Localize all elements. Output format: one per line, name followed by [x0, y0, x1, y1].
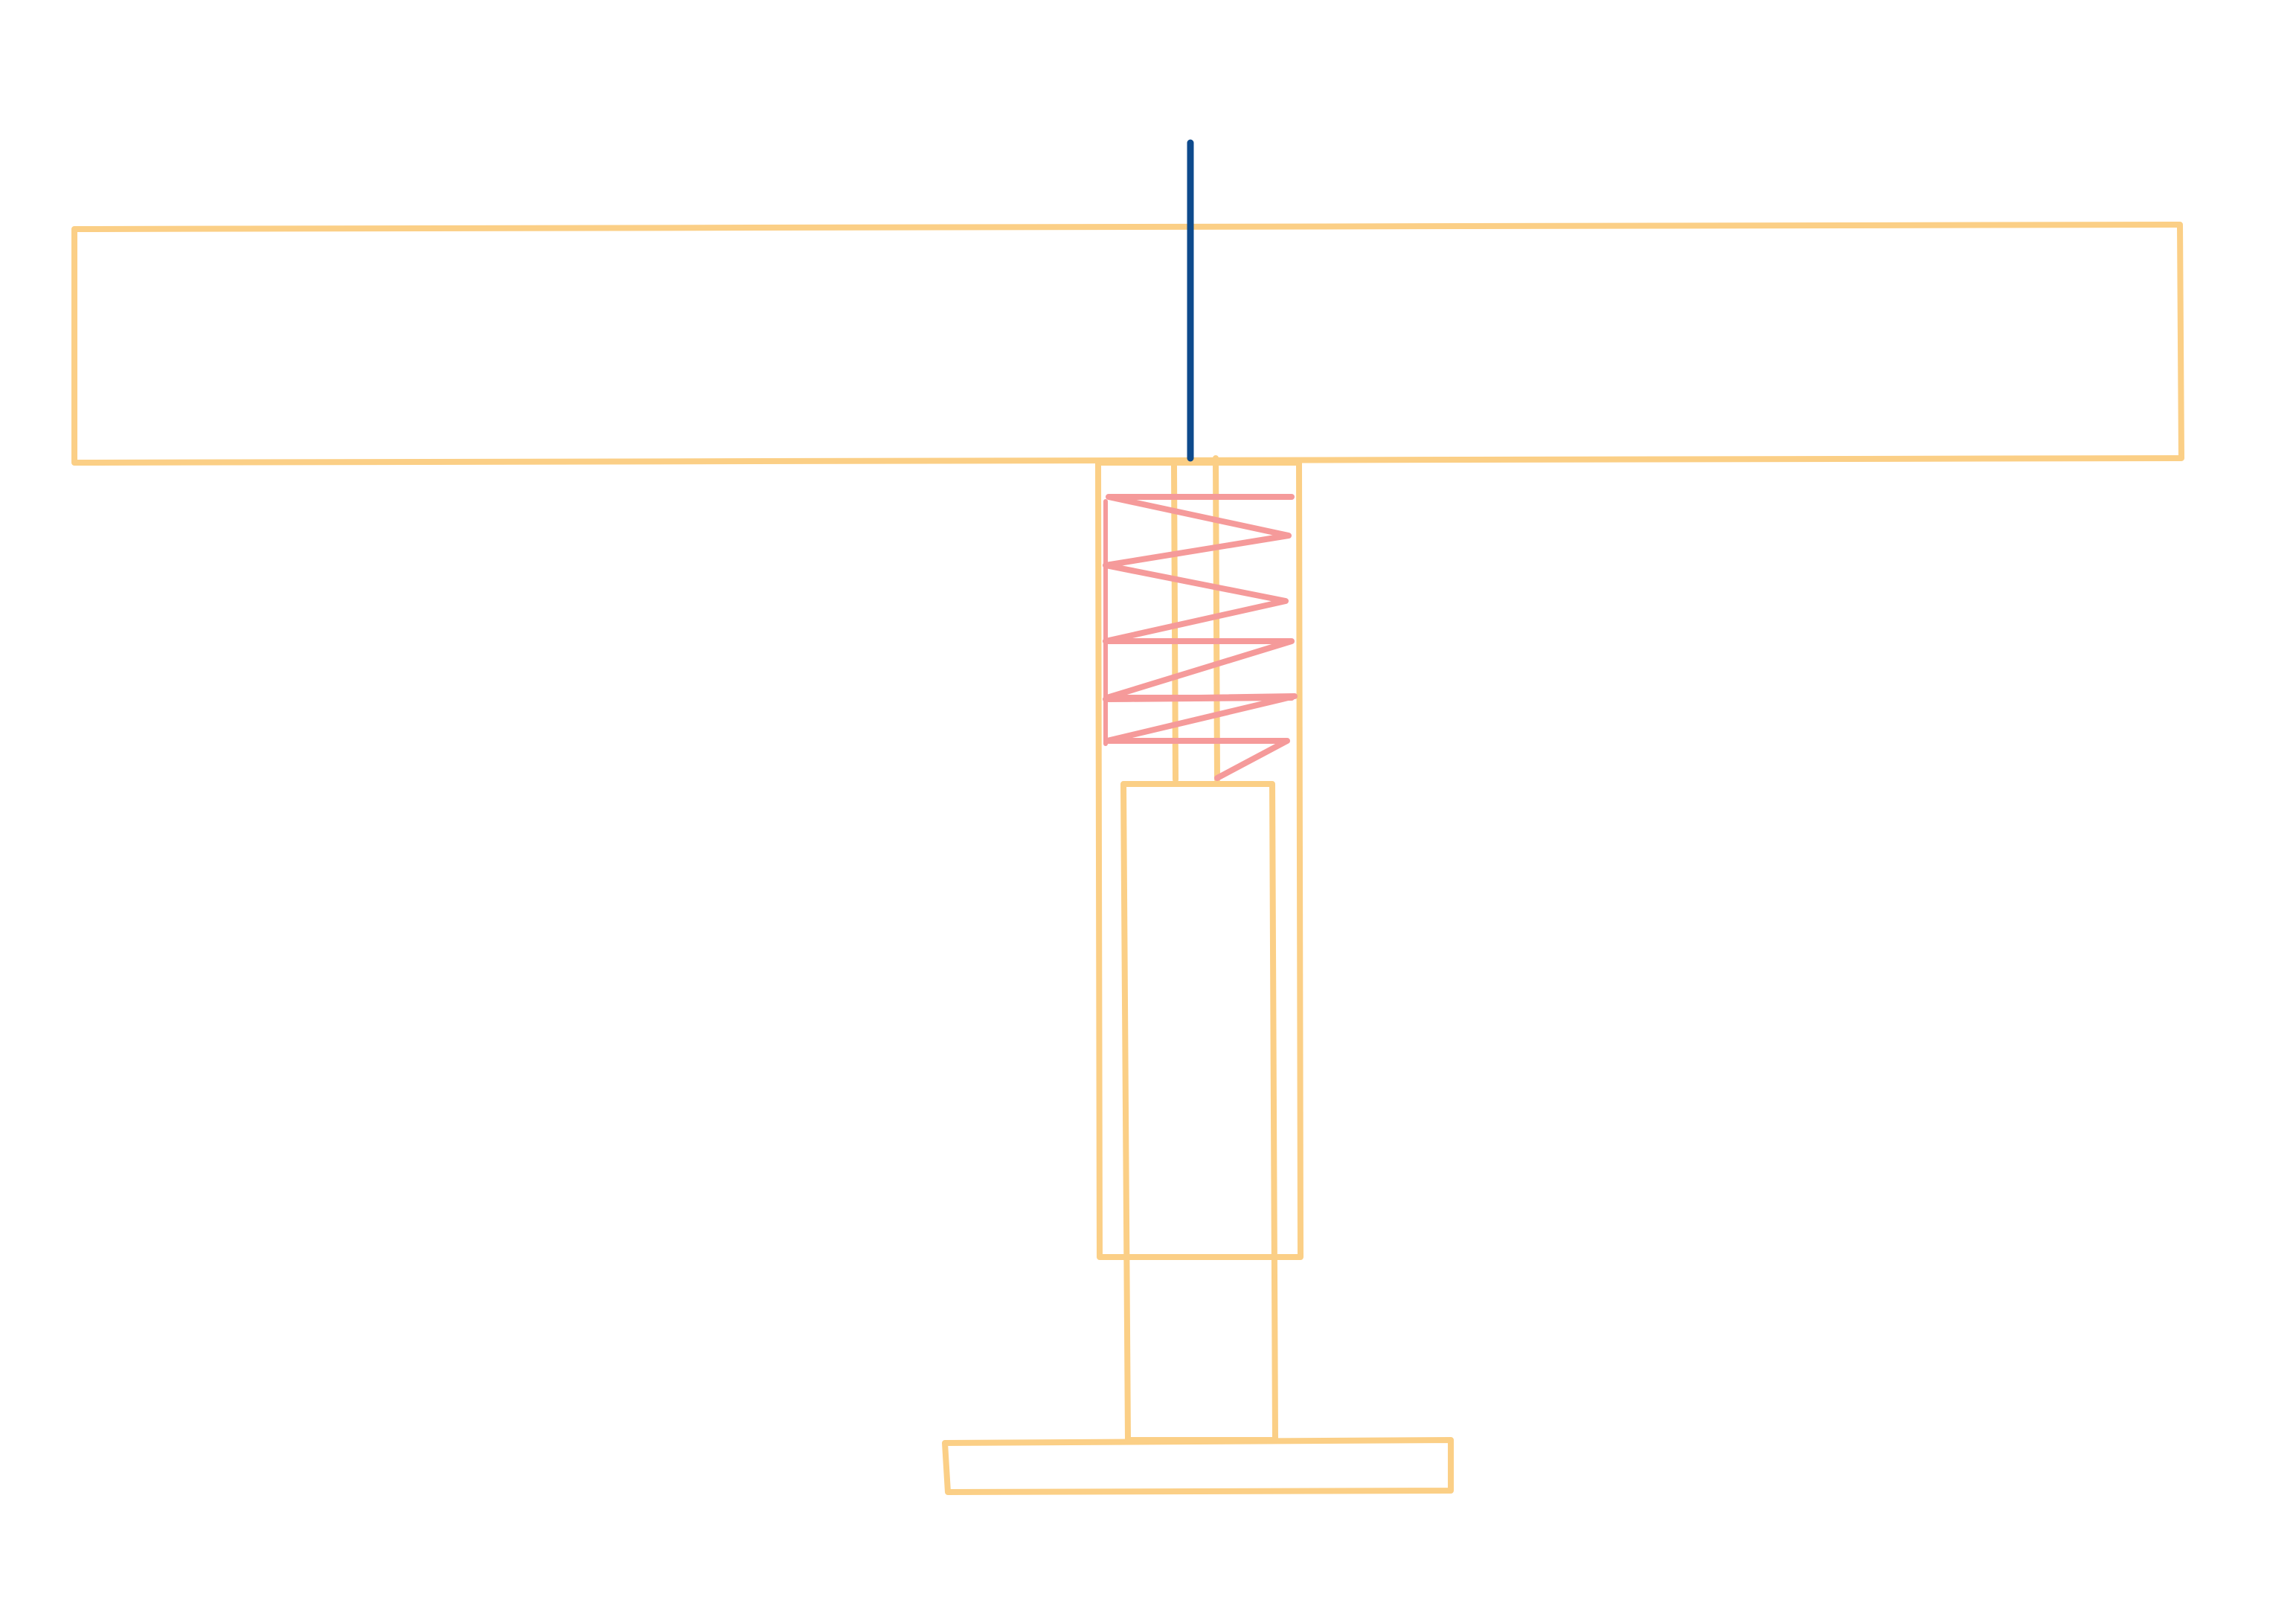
upper-sleeve [1095, 460, 1303, 1260]
top-plate [71, 222, 2184, 466]
compression-spring [1103, 494, 1298, 781]
base-plate [942, 1437, 1454, 1495]
